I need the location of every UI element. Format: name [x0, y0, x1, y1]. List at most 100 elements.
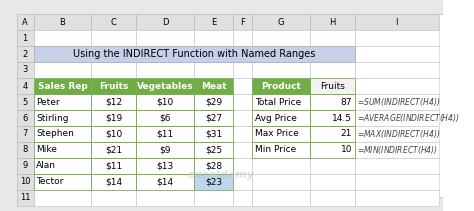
Bar: [310, 78, 355, 94]
Bar: [137, 30, 194, 46]
Bar: [137, 110, 194, 126]
Bar: [194, 110, 233, 126]
Text: 8: 8: [23, 146, 28, 154]
Bar: [34, 190, 91, 206]
Bar: [91, 94, 137, 110]
Bar: [355, 110, 439, 126]
Bar: [252, 110, 310, 126]
Bar: [233, 46, 252, 62]
Bar: [194, 126, 233, 142]
Bar: [17, 78, 34, 94]
Bar: [17, 14, 34, 30]
Bar: [137, 78, 194, 94]
Text: $19: $19: [105, 114, 122, 123]
Bar: [34, 142, 91, 158]
Bar: [310, 110, 355, 126]
Bar: [137, 110, 194, 126]
Bar: [310, 174, 355, 190]
Text: $31: $31: [205, 130, 222, 138]
Bar: [355, 174, 439, 190]
Bar: [310, 190, 355, 206]
Text: $9: $9: [160, 146, 171, 154]
Text: G: G: [278, 18, 284, 27]
Bar: [17, 110, 34, 126]
Bar: [91, 78, 137, 94]
Bar: [34, 174, 91, 190]
Text: Mike: Mike: [36, 146, 57, 154]
Bar: [17, 62, 34, 78]
Bar: [34, 158, 91, 174]
Bar: [17, 190, 34, 206]
Bar: [17, 126, 34, 142]
Text: Stirling: Stirling: [36, 114, 69, 123]
Bar: [17, 158, 34, 174]
Text: $10: $10: [156, 97, 174, 107]
Bar: [355, 62, 439, 78]
Bar: [137, 174, 194, 190]
Text: 5: 5: [23, 97, 28, 107]
Bar: [137, 94, 194, 110]
Bar: [91, 126, 137, 142]
Bar: [355, 158, 439, 174]
Bar: [91, 110, 137, 126]
Text: $6: $6: [160, 114, 171, 123]
Bar: [194, 110, 233, 126]
Bar: [17, 174, 34, 190]
Bar: [252, 142, 310, 158]
Bar: [137, 78, 194, 94]
Bar: [17, 142, 34, 158]
Text: $14: $14: [105, 177, 122, 187]
Bar: [91, 158, 137, 174]
Text: $13: $13: [156, 161, 174, 170]
Text: $10: $10: [105, 130, 122, 138]
Bar: [194, 78, 233, 94]
Bar: [91, 190, 137, 206]
Text: 87: 87: [340, 97, 352, 107]
Bar: [17, 126, 34, 142]
Text: $28: $28: [205, 161, 222, 170]
Bar: [194, 158, 233, 174]
Bar: [91, 142, 137, 158]
Text: Using the INDIRECT Function with Named Ranges: Using the INDIRECT Function with Named R…: [73, 49, 315, 59]
Bar: [91, 78, 137, 94]
Bar: [194, 110, 233, 126]
Bar: [233, 190, 252, 206]
Bar: [34, 158, 91, 174]
Bar: [252, 190, 310, 206]
Bar: [252, 94, 310, 110]
Bar: [355, 110, 439, 126]
Bar: [252, 94, 310, 110]
Bar: [34, 94, 91, 110]
Bar: [233, 174, 252, 190]
Text: $12: $12: [105, 97, 122, 107]
Bar: [194, 126, 233, 142]
Bar: [34, 174, 91, 190]
Bar: [91, 142, 137, 158]
Text: Product: Product: [261, 81, 301, 91]
Bar: [34, 78, 91, 94]
Text: Fruits: Fruits: [99, 81, 128, 91]
Bar: [233, 30, 252, 46]
Bar: [252, 62, 310, 78]
Text: 4: 4: [23, 81, 28, 91]
Text: Total Price: Total Price: [255, 97, 301, 107]
Bar: [355, 94, 439, 110]
Bar: [310, 14, 355, 30]
Bar: [17, 14, 443, 197]
Bar: [355, 30, 439, 46]
Bar: [17, 94, 34, 110]
Text: $29: $29: [205, 97, 222, 107]
Bar: [252, 142, 310, 158]
Bar: [34, 30, 91, 46]
Bar: [233, 158, 252, 174]
Bar: [194, 174, 233, 190]
Bar: [91, 142, 137, 158]
Text: Peter: Peter: [36, 97, 60, 107]
Bar: [137, 158, 194, 174]
Bar: [310, 126, 355, 142]
Bar: [91, 62, 137, 78]
Text: exceldemy: exceldemy: [188, 170, 255, 180]
Bar: [233, 30, 252, 46]
Bar: [194, 158, 233, 174]
Bar: [34, 94, 91, 110]
